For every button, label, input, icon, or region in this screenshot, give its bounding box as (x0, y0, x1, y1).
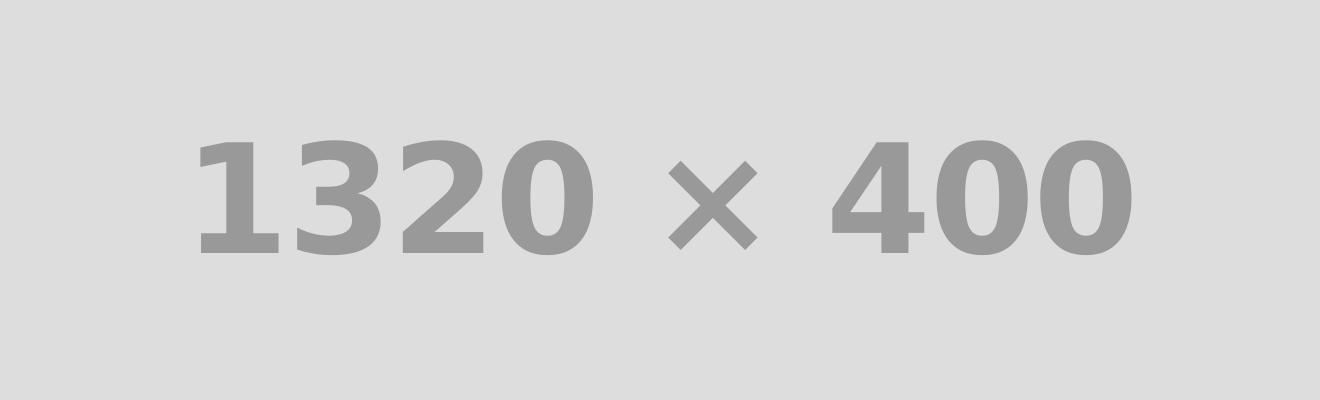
placeholder-dimensions-label: 1320 × 400 (183, 112, 1139, 289)
